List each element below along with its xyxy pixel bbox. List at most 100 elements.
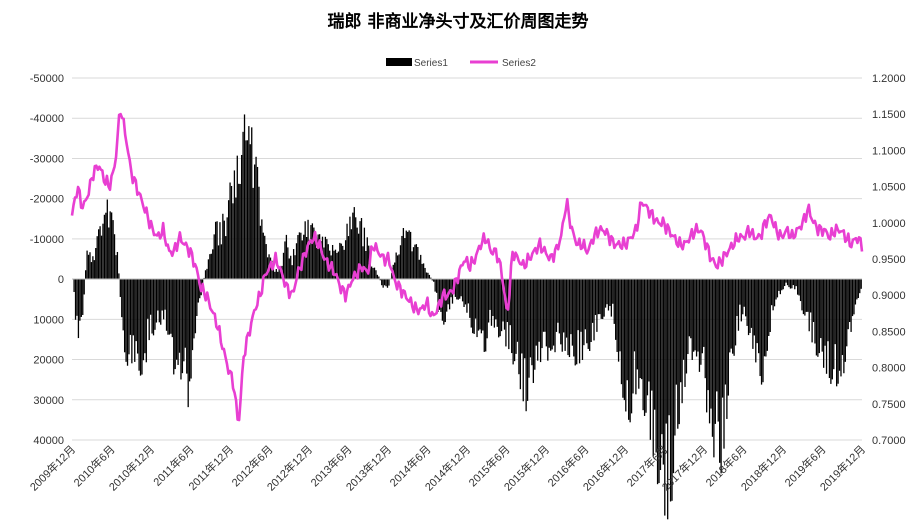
series1-bar [821,279,823,352]
series1-bar [525,279,527,412]
series1-bar [310,225,312,280]
series1-bar [620,279,623,385]
series1-bar [440,279,442,312]
series1-bar [223,220,225,280]
series1-bar [480,279,483,334]
series1-bar [420,254,422,280]
series1-bar [405,230,407,280]
series1-bar [607,279,610,311]
x-tick-label: 2009年12月 [27,442,78,493]
series1-bar [378,276,380,280]
series1-bar [545,279,548,347]
series1-bar [370,266,373,280]
series1-bar [181,279,184,374]
series1-bar [615,279,617,340]
series1-bar [383,279,386,286]
series1-bar [759,279,761,377]
series1-bar [726,279,728,419]
y-right-tick-label: 0.9500 [872,254,906,266]
series1-bar [571,279,574,346]
series1-bar [651,279,653,391]
series1-bar [360,218,363,280]
series1-bar [225,236,227,280]
y-left-tick-label: 10000 [33,314,64,326]
series1-bar [483,279,485,352]
series1-bar [365,251,367,280]
y-left-axis: -50000 -40000 -30000 -20000 -10000 0 10000 2000… [30,73,64,447]
series1-bar [417,247,419,280]
series1-bar [675,279,677,385]
series1-bar [671,279,673,501]
series1-bar [174,279,176,370]
series1-bar [463,279,465,307]
series1-bar [815,279,818,356]
series1-bar [229,182,231,280]
series1-bar [186,279,188,374]
series1-bar [762,279,764,383]
y-right-tick-label: 0.7000 [872,435,906,447]
y-left-tick-label: 30000 [33,395,64,407]
series1-bar [388,279,390,286]
series1-bar [197,279,199,303]
series1-bar [677,279,679,429]
series1-bar [355,217,357,280]
series1-bar [147,279,149,319]
series1-bar [274,271,276,280]
series1-bar [632,279,634,394]
series1-bar [372,267,374,280]
series1-bar [537,279,539,361]
series1-bar [318,234,321,280]
series1-bar [194,279,197,334]
series1-bar [586,279,588,344]
y-right-tick-label: 1.1500 [872,109,906,121]
series1-bar [206,268,208,280]
series1-bar [714,279,716,424]
series1-bar [334,249,337,280]
series1-bar [353,207,355,280]
series1-bar [112,220,114,280]
series1-bar [272,264,275,280]
series1-bar [183,279,185,362]
series1-bar [641,279,643,380]
series1-bar [600,279,602,319]
series1-bar [102,223,104,280]
series1-bar [290,255,292,280]
legend-label-series2: Series2 [502,58,536,69]
series1-bar [245,140,247,280]
series1-bar [682,279,685,360]
y-left-tick-label: -30000 [30,153,64,165]
series1-bar [256,166,259,280]
y-right-tick-label: 0.9000 [872,290,906,302]
series1-bar [385,279,387,287]
series1-bar [415,244,418,280]
series1-bar [737,279,740,331]
series1-bar [134,279,136,362]
series1-bar [690,279,692,339]
series1-bar [678,279,680,425]
series1-bar [240,154,243,280]
series1-bar [93,260,95,280]
series1-bar [311,223,314,280]
series1-bar [841,279,844,356]
series1-bar [799,279,802,302]
series1-bar [782,279,784,290]
series1-bar [552,279,555,346]
y-right-tick-label: 1.0000 [872,218,906,230]
series1-bar [232,203,234,280]
series1-bar [187,279,189,408]
series1-bar [805,279,807,312]
series1-bar [558,279,561,334]
series1-bar [457,279,459,300]
series1-bar [658,279,660,484]
series1-bar [235,197,237,280]
series1-bar [482,279,484,331]
series1-bar [191,279,194,351]
series1-bar [193,279,195,339]
series1-bar [438,279,441,310]
series1-bar [304,221,306,280]
series1-bar [149,279,152,315]
series1-bar [594,279,597,315]
y-left-tick-label: -10000 [30,234,64,246]
series1-bar [794,279,796,290]
series1-bar [753,279,755,336]
